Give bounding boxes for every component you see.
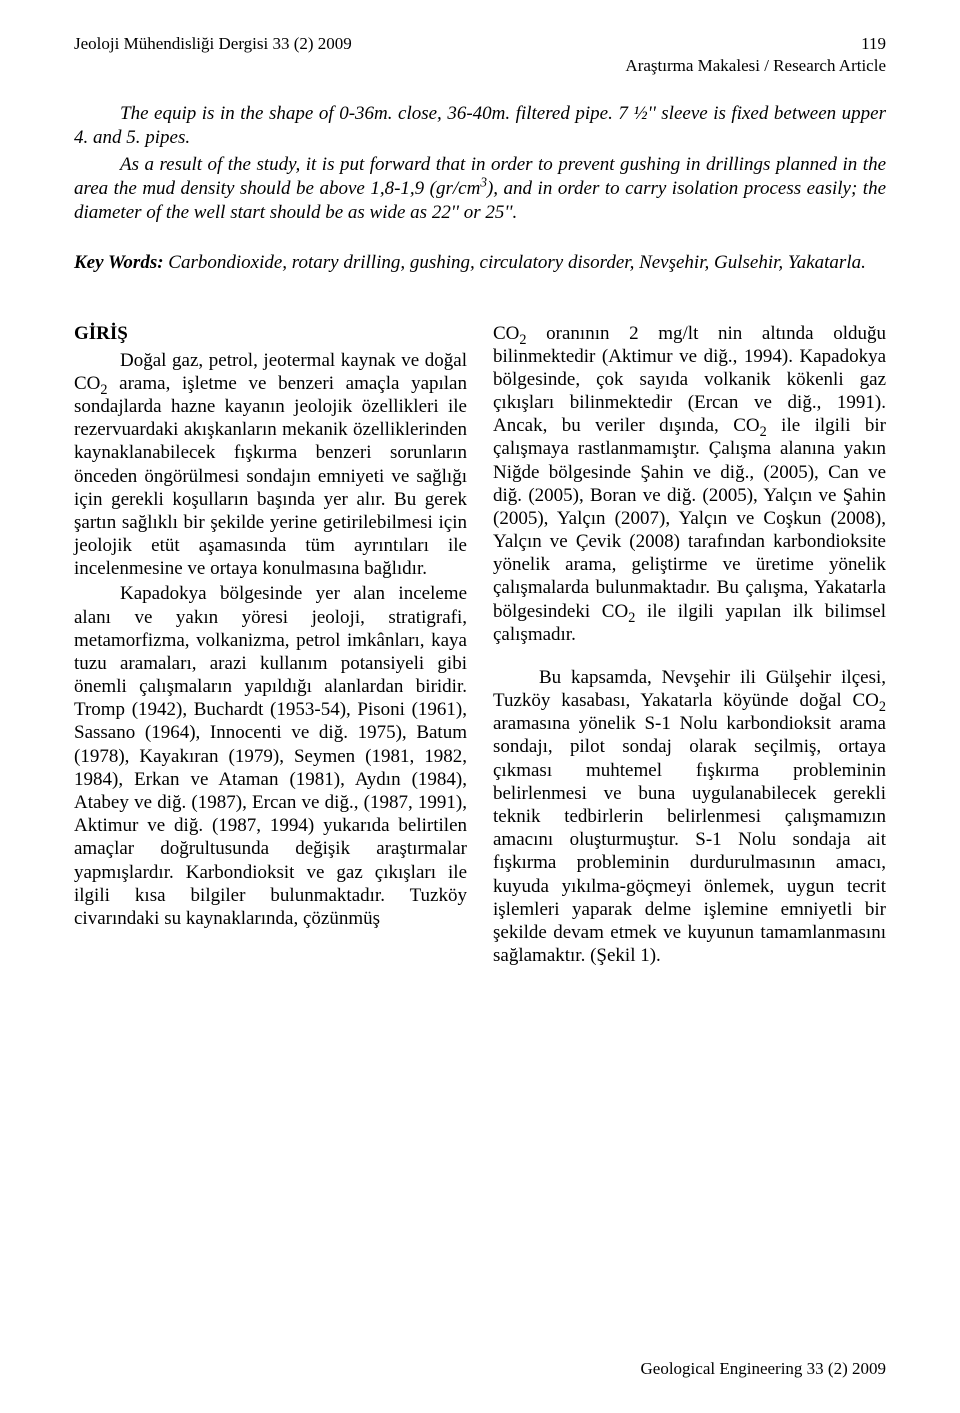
keywords-line: Key Words: Carbondioxide, rotary drillin… bbox=[74, 252, 886, 274]
article-type: Araştırma Makalesi / Research Article bbox=[74, 56, 886, 76]
left-column: GİRİŞ Doğal gaz, petrol, jeotermal kayna… bbox=[74, 322, 467, 970]
right-p2a: Bu kapsamda, Nevşehir ili Gülşehir ilçes… bbox=[493, 667, 886, 711]
right-p2b: aramasına yönelik S-1 Nolu karbondioksit… bbox=[493, 713, 886, 966]
abstract-para-1: The equip is in the shape of 0-36m. clos… bbox=[74, 102, 886, 151]
body-columns: GİRİŞ Doğal gaz, petrol, jeotermal kayna… bbox=[74, 322, 886, 970]
section-title-giris: GİRİŞ bbox=[74, 322, 467, 345]
right-para-1: CO2 oranının 2 mg/lt nin altında olduğu … bbox=[493, 322, 886, 646]
running-head: Jeoloji Mühendisliği Dergisi 33 (2) 2009… bbox=[74, 34, 886, 54]
journal-title: Jeoloji Mühendisliği Dergisi 33 (2) 2009 bbox=[74, 34, 352, 54]
right-para-2: Bu kapsamda, Nevşehir ili Gülşehir ilçes… bbox=[493, 666, 886, 967]
left-para-2: Kapadokya bölgesinde yer alan inceleme a… bbox=[74, 582, 467, 930]
abstract-superscript: 3 bbox=[480, 175, 487, 190]
right-p1a: CO bbox=[493, 323, 519, 344]
keywords-text: Carbondioxide, rotary drilling, gushing,… bbox=[164, 252, 866, 273]
abstract-para-2: As a result of the study, it is put forw… bbox=[74, 153, 886, 226]
page-root: Jeoloji Mühendisliği Dergisi 33 (2) 2009… bbox=[0, 0, 960, 1413]
page-number: 119 bbox=[861, 34, 886, 54]
left-p1b: arama, işletme ve benzeri amaçla yapılan… bbox=[74, 373, 467, 579]
right-column: CO2 oranının 2 mg/lt nin altında olduğu … bbox=[493, 322, 886, 970]
keywords-label: Key Words: bbox=[74, 252, 164, 273]
abstract-block: The equip is in the shape of 0-36m. clos… bbox=[74, 102, 886, 226]
running-footer: Geological Engineering 33 (2) 2009 bbox=[641, 1359, 887, 1379]
right-p1c: ile ilgili bir çalışmaya rastlanmamıştır… bbox=[493, 415, 886, 621]
left-para-1: Doğal gaz, petrol, jeotermal kaynak ve d… bbox=[74, 349, 467, 581]
